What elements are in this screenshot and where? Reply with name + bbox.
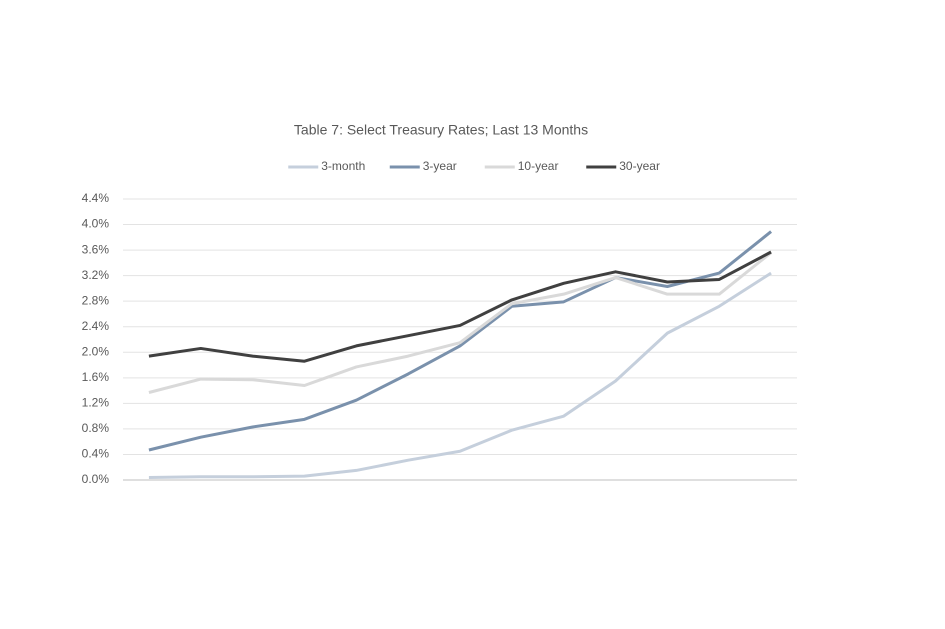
y-tick-label: 3.2% (82, 268, 110, 282)
y-tick-label: 1.6% (82, 370, 110, 384)
y-tick-label: 0.8% (82, 421, 110, 435)
y-tick-label: 2.0% (82, 344, 110, 358)
series-line (148, 251, 773, 394)
series-line (148, 271, 772, 479)
legend-label: 3-month (321, 159, 365, 173)
y-tick-label: 1.2% (82, 396, 110, 410)
y-tick-label: 2.4% (82, 319, 110, 333)
legend-label: 10-year (518, 159, 559, 173)
y-tick-label: 2.8% (82, 293, 110, 307)
y-tick-label: 0.0% (82, 472, 110, 486)
y-tick-label: 0.4% (82, 447, 110, 461)
series-line (148, 230, 773, 452)
series-line (148, 250, 772, 363)
legend-label: 30-year (619, 159, 660, 173)
y-tick-label: 4.4% (82, 191, 110, 205)
y-tick-label: 4.0% (82, 217, 110, 231)
chart-title: Table 7: Select Treasury Rates; Last 13 … (294, 122, 588, 138)
y-tick-label: 3.6% (82, 242, 110, 256)
legend-label: 3-year (423, 159, 457, 173)
